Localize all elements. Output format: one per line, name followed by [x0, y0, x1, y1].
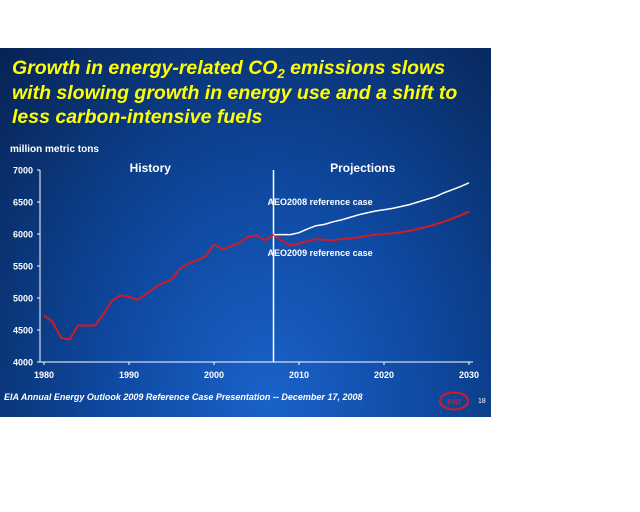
series-line-aeo2008: [273, 182, 470, 236]
slide-title: Growth in energy-related CO2 emissions s…: [12, 56, 482, 130]
y-tick-label: 5000: [13, 294, 33, 304]
x-tick-label: 2000: [204, 370, 224, 380]
x-tick-label: 1990: [119, 370, 139, 380]
series-label-aeo2009: AEO2009 reference case: [268, 248, 373, 258]
projections-label: Projections: [330, 161, 396, 175]
y-tick-label: 6500: [13, 198, 33, 208]
y-tick-label: 5500: [13, 262, 33, 272]
eia-logo: eia: [439, 391, 469, 411]
y-tick-label: 7000: [13, 166, 33, 176]
title-subscript: 2: [277, 66, 285, 81]
series-line-aeo2009: [43, 210, 470, 341]
footer-text: EIA Annual Energy Outlook 2009 Reference…: [4, 392, 363, 402]
slide: Growth in energy-related CO2 emissions s…: [0, 48, 491, 417]
y-tick-label: 4500: [13, 326, 33, 336]
history-label: History: [130, 161, 172, 175]
y-tick-label: 4000: [13, 358, 33, 368]
series-label-aeo2008: AEO2008 reference case: [268, 197, 373, 207]
x-tick-label: 1980: [34, 370, 54, 380]
page-number: 18: [478, 398, 486, 405]
emissions-chart: 4000 4500 5000 5500 6000 6500 7000 1980 1990 2000…: [13, 161, 479, 380]
y-axis-unit-label: million metric tons: [10, 144, 99, 155]
title-text-rest: emissions slows with slowing growth in e…: [12, 57, 458, 128]
x-tick-label: 2030: [459, 370, 479, 380]
title-text: Growth in energy-related CO: [12, 57, 278, 79]
svg-text:eia: eia: [447, 397, 461, 408]
y-tick-label: 6000: [13, 230, 33, 240]
x-tick-label: 2010: [289, 370, 309, 380]
x-tick-label: 2020: [374, 370, 394, 380]
